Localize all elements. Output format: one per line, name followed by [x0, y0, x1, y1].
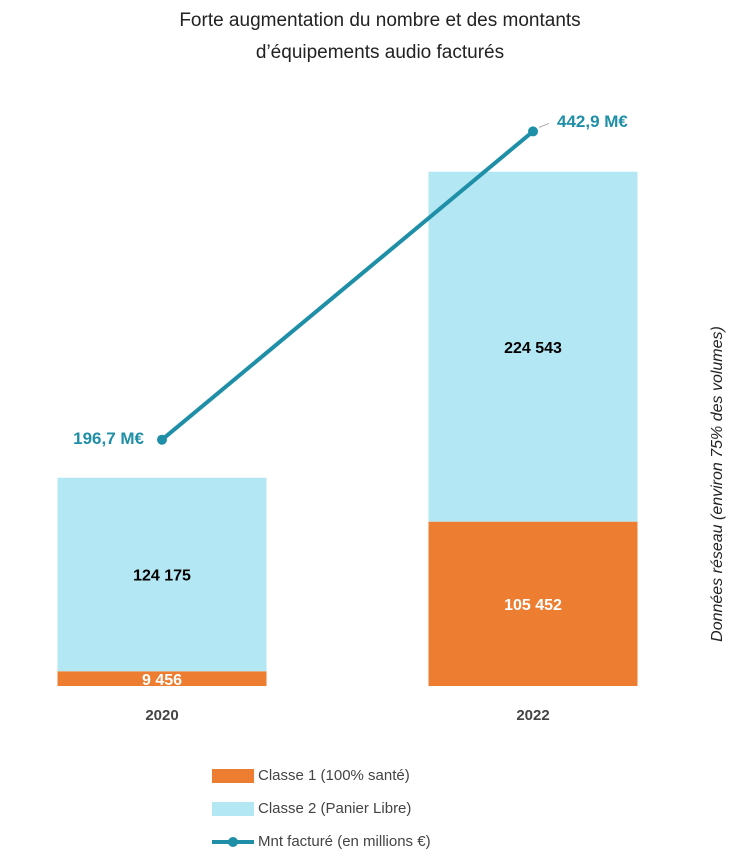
legend-label: Classe 1 (100% santé) — [258, 767, 410, 784]
data-label: 442,9 M€ — [557, 112, 628, 131]
legend-label: Classe 2 (Panier Libre) — [258, 800, 411, 817]
bar-segment — [428, 171, 638, 522]
bar-segment — [428, 521, 638, 686]
line-point — [528, 126, 538, 137]
x-tick-label: 2022 — [516, 707, 549, 724]
data-label: 224 543 — [504, 340, 562, 357]
x-tick-label: 2020 — [145, 707, 178, 724]
side-note: Données réseau (environ 75% des volumes) — [709, 326, 726, 642]
legend-swatch — [212, 769, 254, 783]
bar-segment — [57, 477, 267, 672]
data-label: 124 175 — [133, 568, 191, 585]
legend-label: Mnt facturé (en millions €) — [258, 833, 431, 850]
legend-swatch — [212, 802, 254, 816]
line — [160, 129, 535, 442]
legend-marker — [228, 837, 238, 847]
line-point — [157, 434, 167, 445]
bar-segment — [57, 671, 267, 686]
data-label: 196,7 M€ — [73, 429, 144, 448]
chart-subtitle: d’équipements audio facturés — [256, 42, 504, 63]
leader-line — [538, 122, 550, 128]
data-label: 105 452 — [504, 597, 562, 614]
chart-title: Forte augmentation du nombre et des mont… — [179, 10, 580, 31]
data-label: 9 456 — [142, 672, 182, 689]
